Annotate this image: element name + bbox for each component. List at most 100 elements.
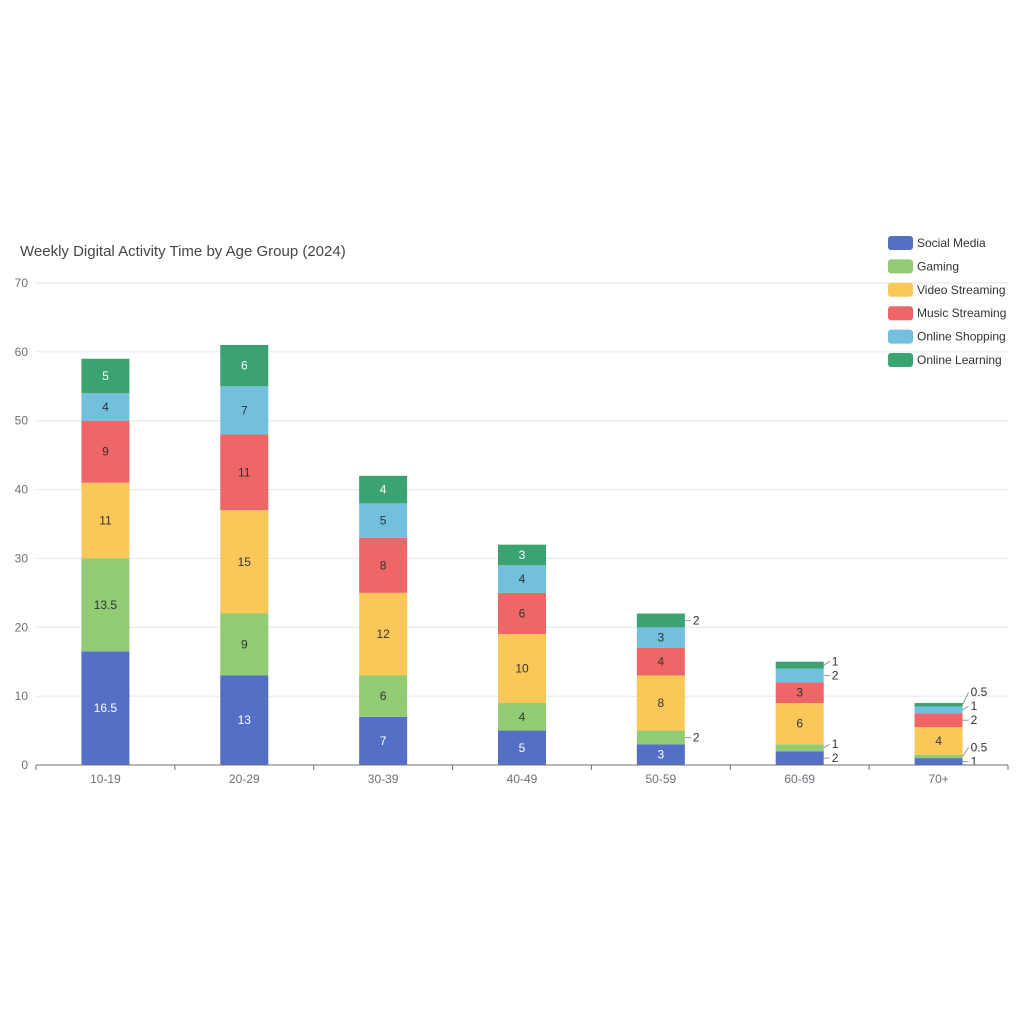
x-tick-label: 50-59	[646, 772, 677, 786]
x-tick-label: 10-19	[90, 772, 121, 786]
y-tick-label: 10	[15, 689, 29, 703]
data-label: 6	[796, 717, 803, 731]
bar-segment	[220, 510, 269, 614]
data-label: 0.5	[971, 741, 988, 755]
data-label: 5	[519, 741, 526, 755]
data-label: 4	[519, 572, 526, 586]
data-label: 6	[380, 689, 387, 703]
data-label: 3	[658, 631, 665, 645]
bar-segment	[359, 475, 408, 504]
chart-title: Weekly Digital Activity Time by Age Grou…	[20, 243, 346, 260]
data-label: 4	[380, 483, 387, 497]
legend-swatch	[888, 353, 913, 367]
bar-segment	[498, 730, 546, 765]
bar-segment	[775, 703, 824, 745]
y-tick-label: 20	[15, 620, 29, 634]
bars: 16.513.511945139151176761285454106433843…	[81, 344, 988, 769]
data-label: 2	[693, 730, 700, 744]
legend-label: Online Learning	[917, 353, 1002, 367]
bar-segment	[914, 713, 963, 728]
bar-segment	[81, 558, 130, 652]
bar-segment	[220, 434, 269, 511]
bar-segment	[359, 675, 408, 717]
bar-segment	[775, 744, 824, 752]
bar-segment	[81, 393, 130, 421]
data-label: 3	[658, 748, 665, 762]
data-label: 13.5	[94, 598, 118, 612]
bar-segment	[220, 386, 269, 435]
bar-segment	[81, 358, 130, 394]
legend-label: Social Media	[917, 236, 986, 250]
data-label: 3	[519, 548, 526, 562]
bar-segment	[81, 420, 130, 483]
data-label: 7	[241, 403, 248, 417]
bar-segment	[498, 592, 546, 635]
bar-segment	[914, 758, 963, 765]
legend: Social Media Gaming Video Streaming Music S…	[888, 236, 1006, 367]
bar-segment	[636, 744, 685, 765]
data-label: 4	[519, 710, 526, 724]
label-leader-line	[962, 747, 969, 757]
data-label: 11	[99, 514, 112, 528]
data-label: 1	[832, 654, 839, 668]
bar-segment	[359, 716, 408, 765]
x-tick-label: 30-39	[368, 772, 399, 786]
data-label: 1	[971, 755, 978, 769]
data-label: 9	[102, 445, 109, 459]
bar-segment	[359, 537, 408, 593]
axes: 0 10 20 30 40 50 60 70 10-19 20-29 30-39 40-49 50-59…	[15, 276, 1009, 786]
label-leader-line	[823, 661, 830, 666]
bar-segment	[775, 682, 824, 704]
bar-segment	[498, 703, 546, 731]
data-label: 6	[241, 359, 248, 373]
y-tick-label: 0	[21, 758, 28, 772]
data-label: 6	[519, 607, 526, 621]
data-label: 2	[971, 713, 978, 727]
legend-swatch	[888, 329, 913, 344]
bar-segment	[636, 627, 685, 648]
bar-segment	[220, 613, 269, 676]
legend-label: Gaming	[917, 259, 959, 273]
bar-segment	[775, 668, 824, 683]
data-label: 11	[238, 465, 251, 479]
legend-label: Music Streaming	[917, 306, 1006, 320]
legend-swatch	[888, 282, 913, 297]
data-label: 1	[832, 737, 839, 751]
data-label: 2	[832, 668, 839, 682]
x-tick-label: 40-49	[507, 772, 538, 786]
y-tick-label: 50	[15, 414, 29, 428]
bar-segment	[498, 634, 546, 704]
label-leader-line	[823, 743, 830, 749]
bar-segment	[914, 706, 963, 714]
data-label: 9	[241, 638, 248, 652]
label-leader-line	[962, 692, 970, 705]
bar-segment	[498, 544, 546, 566]
bar-segment	[775, 751, 824, 765]
data-label: 8	[658, 696, 665, 710]
bar-segment	[220, 344, 269, 387]
y-tick-label: 30	[15, 551, 29, 565]
data-label: 4	[935, 734, 942, 748]
x-tick-label: 70+	[928, 772, 948, 786]
bar-segment	[636, 647, 685, 676]
data-label: 5	[102, 369, 109, 383]
x-tick-label: 20-29	[229, 772, 260, 786]
data-label: 4	[658, 655, 665, 669]
data-label: 13	[238, 713, 252, 727]
bar-segment	[914, 727, 963, 755]
data-label: 12	[376, 627, 390, 641]
bar-segment	[359, 503, 408, 538]
data-label: 2	[832, 751, 839, 765]
label-leader-line	[962, 705, 969, 711]
data-label: 1	[971, 699, 978, 713]
bar-segment	[914, 703, 963, 707]
data-label: 2	[693, 613, 700, 627]
bar-segment	[636, 613, 685, 628]
bar-segment	[220, 675, 269, 765]
bar-segment	[498, 565, 546, 593]
data-label: 5	[380, 514, 387, 528]
bar-segment	[81, 651, 130, 765]
data-label: 4	[102, 400, 109, 414]
x-tick-label: 60-69	[784, 772, 815, 786]
